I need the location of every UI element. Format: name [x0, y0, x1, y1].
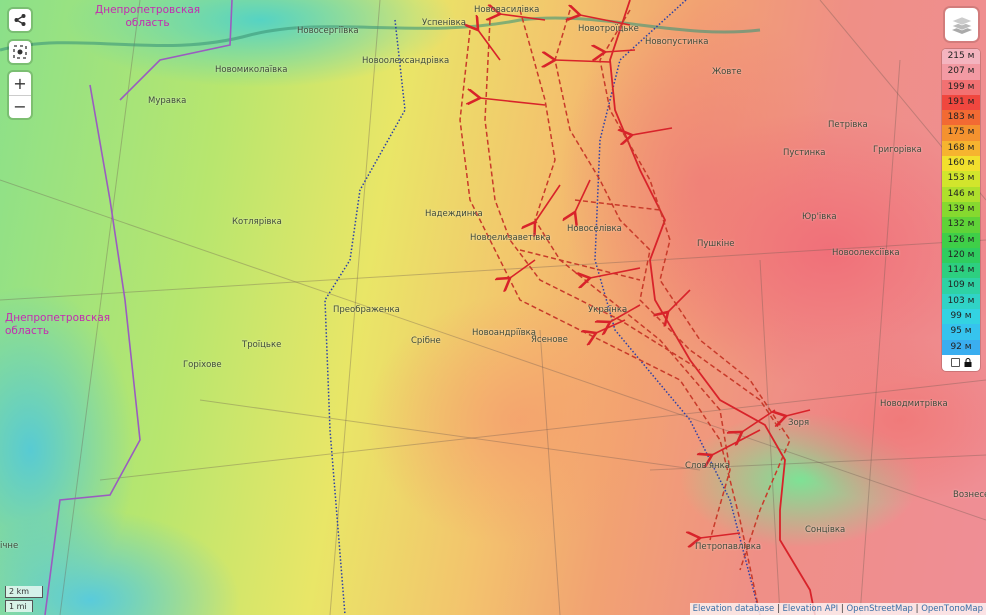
- place-label: ічне: [0, 541, 19, 551]
- legend-row: 207 м: [942, 64, 980, 80]
- attribution: Elevation database | Elevation API | Ope…: [689, 603, 986, 615]
- legend-row: 146 м: [942, 186, 980, 202]
- legend-row: 153 м: [942, 171, 980, 187]
- legend-row: 175 м: [942, 125, 980, 141]
- place-label: Новодмитрівка: [880, 399, 948, 409]
- place-label: Новоселівка: [567, 224, 622, 234]
- place-label: Надеждинка: [425, 209, 483, 219]
- place-label: Григорівка: [873, 145, 922, 155]
- place-label: Новомиколаївка: [215, 65, 288, 75]
- place-label: Новоолексіївка: [832, 248, 900, 258]
- legend-row: 99 м: [942, 309, 980, 325]
- legend-row: 168 м: [942, 140, 980, 157]
- zoom-in-button[interactable]: +: [13, 74, 27, 93]
- legend-row: 191 м: [942, 94, 980, 111]
- place-label: Пустинка: [783, 148, 826, 158]
- place-label: Вознесе: [953, 490, 986, 500]
- place-label: Троїцьке: [242, 340, 282, 350]
- place-label: Новоолександрівка: [362, 56, 450, 66]
- attribution-link[interactable]: OpenStreetMap: [846, 604, 913, 614]
- place-label: Петрівка: [828, 120, 868, 130]
- place-label: Сонцівка: [805, 525, 846, 535]
- place-label: Успенівка: [422, 18, 466, 28]
- legend-row: 132 м: [942, 217, 980, 233]
- place-label: Новопустинка: [645, 37, 709, 47]
- dotted-boundary-east: [594, 0, 761, 615]
- legend-row: 109 м: [942, 278, 980, 294]
- place-label: Новосергіївка: [297, 26, 359, 36]
- region-label-dnipropetrovsk-west: Днепропетровская область: [5, 312, 110, 338]
- place-label: Юр'івка: [802, 212, 837, 222]
- attack-arrows: [478, 14, 811, 538]
- legend-footer: [942, 355, 980, 371]
- share-button[interactable]: [9, 9, 31, 31]
- scale-imperial: 1 mi: [5, 600, 33, 612]
- place-label: Новотроїцьке: [578, 24, 639, 34]
- attribution-link[interactable]: Elevation database: [692, 604, 775, 614]
- region-label-line: Днепропетровская: [95, 4, 201, 16]
- region-label-line: область: [125, 17, 170, 29]
- share-icon: [14, 14, 26, 26]
- legend-checkbox[interactable]: [950, 358, 960, 368]
- legend-row: 160 м: [942, 156, 980, 172]
- legend-row: 95 м: [942, 324, 980, 340]
- layers-icon: [950, 16, 973, 34]
- dotted-boundary-west: [324, 19, 406, 615]
- river: [0, 16, 761, 52]
- zoom-control: + −: [9, 72, 31, 118]
- legend-row: 92 м: [942, 339, 980, 355]
- front-line: [609, 0, 816, 615]
- region-label-line: область: [5, 325, 50, 337]
- place-label: Ясенове: [531, 335, 568, 345]
- legend-row: 215 м: [942, 49, 980, 65]
- legend-row: 199 м: [942, 79, 980, 95]
- elevation-legend: 215 м 207 м 199 м 191 м 183 м 175 м 168 м 160 м…: [942, 49, 980, 371]
- region-label-line: Днепропетровская: [5, 312, 111, 324]
- place-label: Нововасилівка: [474, 5, 540, 15]
- place-label: Пушкіне: [697, 239, 735, 249]
- place-label: Українка: [588, 305, 628, 315]
- place-label: Муравка: [148, 96, 187, 106]
- legend-row: 103 м: [942, 293, 980, 310]
- place-label: Жовте: [712, 67, 742, 77]
- locate-icon: [13, 45, 27, 59]
- legend-row: 183 м: [942, 110, 980, 126]
- attribution-link[interactable]: OpenТопоMap: [921, 604, 983, 614]
- place-label: Преображенка: [333, 305, 400, 315]
- place-label: Слов'янка: [685, 461, 730, 471]
- place-label: Новоелизаветівка: [470, 233, 551, 243]
- locate-button[interactable]: [9, 41, 31, 63]
- place-label: Горіхове: [183, 360, 222, 370]
- scale-metric: 2 km: [5, 586, 43, 598]
- place-label: Петропавлівка: [695, 542, 762, 552]
- region-label-dnipropetrovsk-north: Днепропетровская область: [95, 4, 200, 30]
- legend-row: 139 м: [942, 201, 980, 218]
- place-label: Новоандріївка: [472, 328, 536, 338]
- legend-row: 126 м: [942, 232, 980, 248]
- lock-icon[interactable]: [964, 358, 972, 368]
- legend-row: 120 м: [942, 247, 980, 264]
- layers-button[interactable]: [945, 8, 978, 41]
- zoom-out-button[interactable]: −: [9, 94, 31, 118]
- legend-row: 114 м: [942, 263, 980, 279]
- place-label: Зоря: [788, 418, 810, 428]
- place-label: Котлярівка: [232, 217, 282, 227]
- attribution-link[interactable]: Elevation API: [782, 604, 839, 614]
- region-border-north: [119, 0, 233, 101]
- place-label: Срібне: [411, 336, 441, 346]
- region-border: [44, 84, 141, 615]
